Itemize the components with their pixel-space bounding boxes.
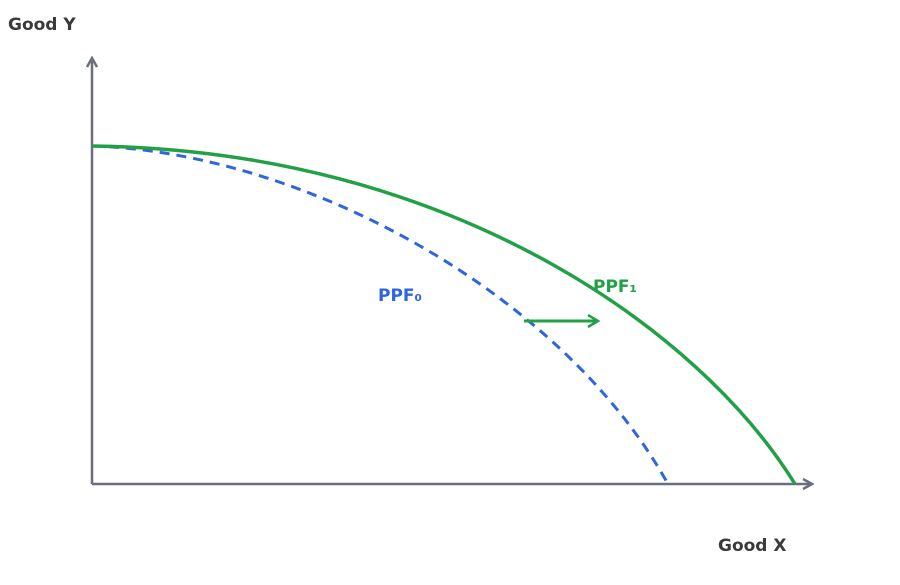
ppf1-label: PPF₁ xyxy=(593,277,637,297)
ppf1-curve xyxy=(91,144,797,485)
ppf0-curve xyxy=(91,144,670,485)
y-axis-label: Good Y xyxy=(8,15,76,35)
x-axis-label: Good X xyxy=(718,536,787,556)
ppf0-label: PPF₀ xyxy=(378,286,422,306)
